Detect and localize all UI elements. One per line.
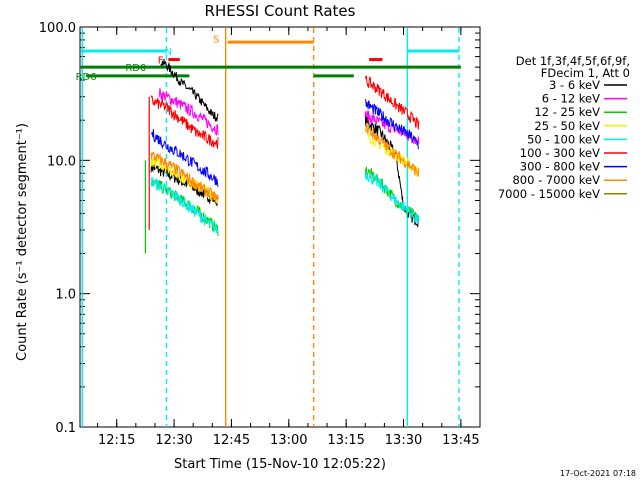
chart-title: RHESSI Count Rates — [205, 2, 356, 20]
y-axis-label: Count Rate (s⁻¹ detector segment⁻¹) — [15, 123, 30, 361]
y-tick-label: 10.0 — [47, 154, 76, 169]
x-tick-label: 13:00 — [270, 433, 307, 448]
generation-timestamp: 17-Oct-2021 07:18 — [560, 469, 636, 478]
series-line — [150, 151, 219, 204]
series-line — [160, 58, 219, 123]
series-line — [151, 129, 219, 187]
series-line — [158, 88, 219, 137]
legend-entry-label: 12 - 25 keV — [534, 105, 600, 119]
legend-entry-label: 6 - 12 keV — [542, 92, 600, 106]
x-axis-label: Start Time (15-Nov-10 12:05:22) — [174, 457, 386, 472]
legend-entry-label: 100 - 300 keV — [520, 146, 600, 160]
series-line — [364, 75, 420, 130]
series-line — [364, 171, 420, 224]
x-tick-label: 13:15 — [327, 433, 364, 448]
plot-area: 12:15 12:30 12:45 13:00 13:15 13:30 13:45 0.1 1.… — [39, 21, 481, 448]
series-line — [150, 95, 219, 149]
legend-entry-label: 50 - 100 keV — [527, 132, 600, 146]
series-line — [364, 122, 420, 177]
flag-label: N — [165, 47, 172, 58]
y-tick-label: 1.0 — [55, 288, 76, 303]
x-tick-label: 12:15 — [98, 433, 135, 448]
x-tick-label: 12:45 — [213, 433, 250, 448]
x-tick-label: 13:30 — [385, 433, 422, 448]
legend-entry-label: 25 - 50 keV — [534, 119, 600, 133]
legend-entry-label: 800 - 7000 keV — [512, 173, 600, 187]
series-line — [150, 176, 219, 234]
series-line — [150, 156, 219, 204]
series-line — [364, 98, 420, 150]
legend-header: Det 1f,3f,4f,5f,6f,9f, — [516, 54, 630, 68]
y-tick-label: 100.0 — [39, 21, 76, 36]
legend-entry-label: 7000 - 15000 keV — [498, 187, 600, 201]
flag-label: S — [213, 34, 219, 45]
x-tick-label: 12:30 — [155, 433, 192, 448]
flag-label: F — [158, 56, 164, 67]
flag-label: RD6 — [76, 72, 97, 83]
flag-label: RD0 — [125, 63, 146, 74]
y-tick-label: 0.1 — [55, 421, 76, 436]
plot-frame — [79, 26, 481, 428]
legend-entry-label: 3 - 6 keV — [549, 78, 600, 92]
x-tick-label: 13:45 — [442, 433, 479, 448]
legend-header: FDecim 1, Att 0 — [541, 66, 630, 80]
legend-entry-label: 300 - 800 keV — [520, 160, 600, 174]
legend: Det 1f,3f,4f,5f,6f,9f,FDecim 1, Att 03 -… — [498, 54, 630, 201]
